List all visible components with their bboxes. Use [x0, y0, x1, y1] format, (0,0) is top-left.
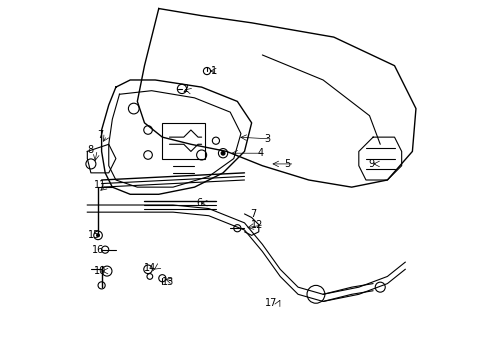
Text: 14: 14: [143, 262, 156, 273]
Text: 11: 11: [94, 180, 106, 190]
Text: 12: 12: [250, 220, 263, 230]
Text: 10: 10: [94, 266, 106, 276]
Text: 8: 8: [87, 145, 93, 155]
Text: 9: 9: [367, 159, 374, 169]
Text: 16: 16: [92, 245, 104, 255]
Circle shape: [97, 234, 99, 237]
Text: 6: 6: [196, 198, 203, 208]
Text: 3: 3: [264, 134, 270, 144]
Text: 4: 4: [257, 148, 263, 158]
Text: 7: 7: [250, 209, 256, 219]
Text: 1: 1: [211, 66, 217, 76]
Text: 7: 7: [97, 130, 103, 140]
Text: 2: 2: [182, 84, 188, 94]
Text: 15: 15: [88, 230, 101, 240]
Text: 5: 5: [284, 159, 290, 169]
Text: 17: 17: [264, 298, 277, 308]
Text: 13: 13: [161, 277, 173, 287]
Circle shape: [221, 152, 224, 155]
